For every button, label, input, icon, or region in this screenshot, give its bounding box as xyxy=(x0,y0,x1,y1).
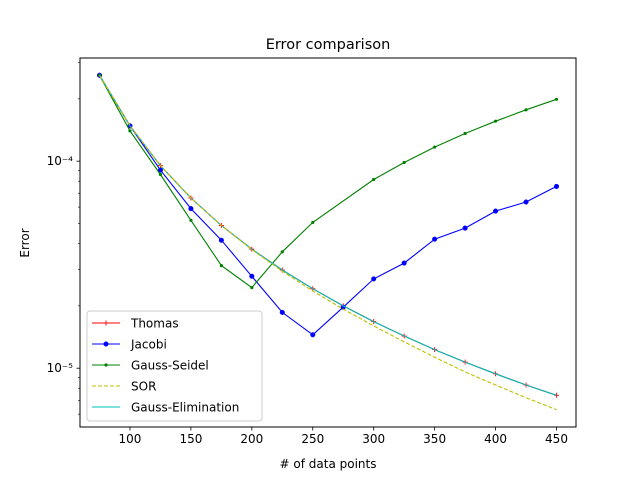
data-point xyxy=(279,309,285,315)
data-point xyxy=(493,119,498,123)
data-point xyxy=(249,273,255,279)
data-point xyxy=(402,160,406,165)
y-tick-label: 10⁻⁴ xyxy=(47,154,74,168)
series-sor xyxy=(99,75,557,411)
series-jacobi xyxy=(96,72,560,338)
data-point xyxy=(104,363,108,367)
data-point xyxy=(553,183,560,189)
data-point xyxy=(188,206,194,212)
data-point xyxy=(433,145,437,149)
x-tick-label: 450 xyxy=(545,432,568,446)
y-axis-label: Error xyxy=(18,228,32,257)
legend-item: Gauss-Elimination xyxy=(92,401,239,415)
data-point xyxy=(280,250,284,254)
legend-label: Thomas xyxy=(130,317,179,331)
legend-item: Thomas xyxy=(92,317,179,331)
x-axis-label: # of data points xyxy=(280,457,377,471)
data-point xyxy=(310,332,316,338)
series-lines xyxy=(96,72,560,411)
legend: Thomas Jacobi Gauss-Seidel SOR Gauss-Elimina… xyxy=(86,310,263,422)
chart-title: Error comparison xyxy=(266,37,391,53)
data-point xyxy=(462,225,468,231)
x-tick-label: 100 xyxy=(119,432,142,446)
data-point xyxy=(103,341,109,347)
data-point xyxy=(103,320,109,326)
legend-box xyxy=(86,310,263,422)
data-point xyxy=(524,108,528,112)
x-tick-label: 250 xyxy=(301,432,324,446)
x-tick-label: 200 xyxy=(240,432,263,446)
data-point xyxy=(128,129,132,133)
data-point xyxy=(372,177,376,182)
x-tick-label: 400 xyxy=(484,432,507,446)
x-tick-label: 350 xyxy=(423,432,446,446)
data-point xyxy=(554,97,559,101)
data-point xyxy=(157,167,163,173)
data-point xyxy=(432,236,438,242)
data-point xyxy=(463,131,467,136)
data-point xyxy=(523,199,529,205)
data-point xyxy=(401,260,407,266)
legend-label: Gauss-Elimination xyxy=(131,401,239,415)
y-tick-label: 10⁻⁵ xyxy=(47,361,74,375)
data-point xyxy=(219,264,223,268)
data-point xyxy=(218,237,224,243)
series-gauss-elimination xyxy=(99,75,557,396)
data-point xyxy=(493,208,499,214)
data-point xyxy=(311,220,315,225)
series-line xyxy=(99,75,557,336)
series-line xyxy=(99,75,557,396)
data-point xyxy=(371,276,377,282)
legend-item: Gauss-Seidel xyxy=(92,359,209,373)
legend-item: SOR xyxy=(92,380,156,394)
legend-items: Thomas Jacobi Gauss-Seidel SOR Gauss-Elimina… xyxy=(92,317,239,415)
legend-label: Jacobi xyxy=(130,338,167,352)
series-gauss-seidel xyxy=(97,73,559,290)
x-tick-label: 150 xyxy=(179,432,202,446)
x-tick-label: 300 xyxy=(362,432,385,446)
data-point xyxy=(250,286,254,290)
legend-label: Gauss-Seidel xyxy=(131,359,209,373)
data-point xyxy=(158,172,163,177)
legend-label: SOR xyxy=(131,380,156,394)
legend-item: Jacobi xyxy=(92,338,167,352)
data-point xyxy=(189,218,193,222)
plot-frame xyxy=(79,57,577,428)
axis-ticks: 100 150 200 250 300 350 400 450 10⁻⁵ 10⁻⁴ xyxy=(47,62,568,446)
series-line xyxy=(99,75,557,411)
